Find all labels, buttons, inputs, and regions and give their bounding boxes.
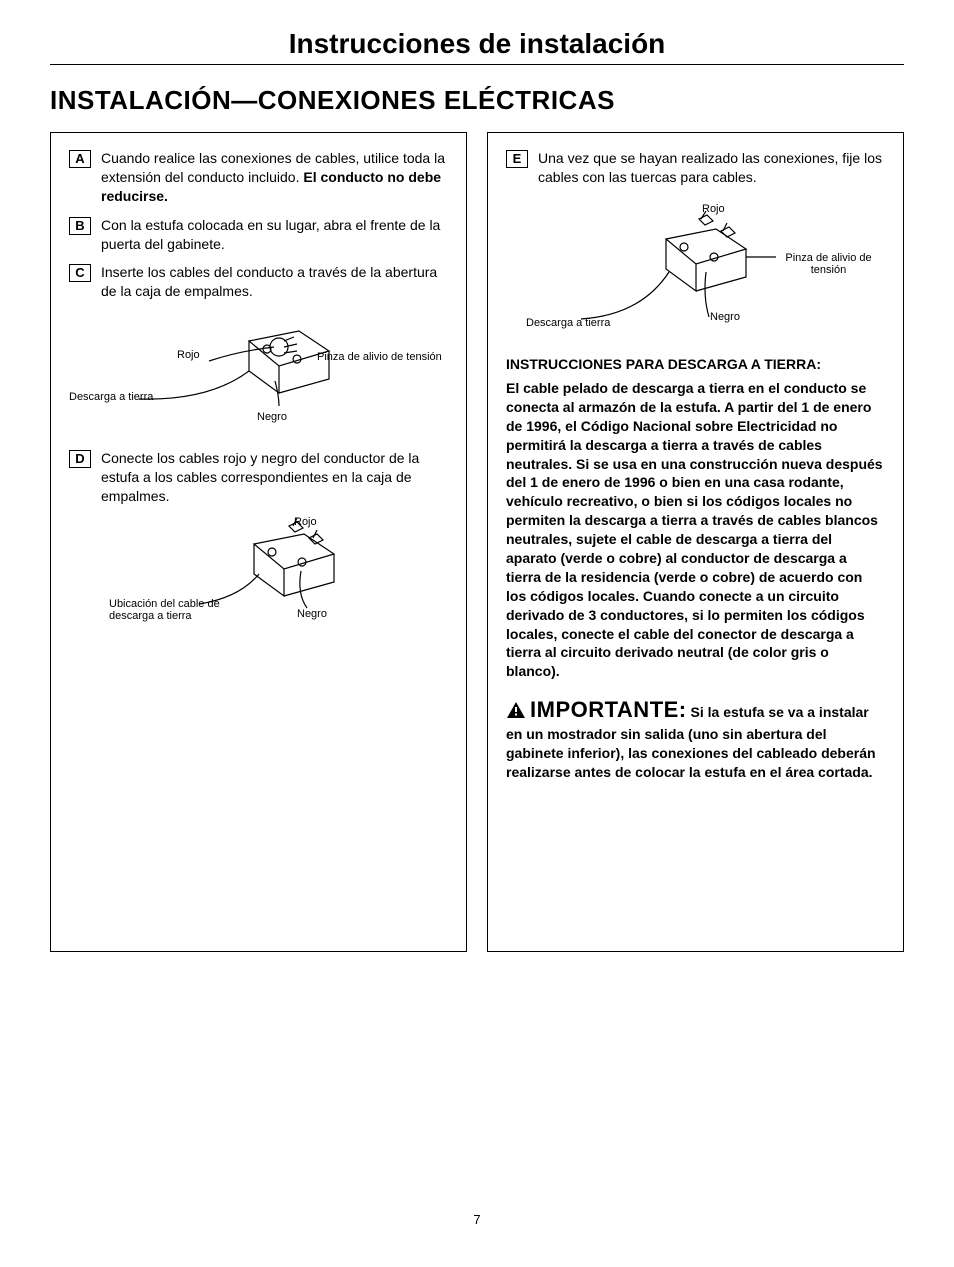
d2-label-negro: Negro bbox=[297, 608, 327, 620]
two-column-layout: A Cuando realice las conexiones de cable… bbox=[50, 132, 904, 952]
left-column: A Cuando realice las conexiones de cable… bbox=[50, 132, 467, 952]
important-word: IMPORTANTE: bbox=[530, 697, 687, 722]
step-letter-b: B bbox=[69, 217, 91, 235]
step-a: A Cuando realice las conexiones de cable… bbox=[69, 149, 448, 206]
step-b-text: Con la estufa colocada en su lugar, abra… bbox=[101, 216, 448, 254]
step-a-text: Cuando realice las conexiones de cables,… bbox=[101, 149, 448, 206]
step-d-text: Conecte los cables rojo y negro del cond… bbox=[101, 449, 448, 506]
step-letter-e: E bbox=[506, 150, 528, 168]
dr-label-negro: Negro bbox=[710, 311, 740, 323]
diagram-junction-box-2: Rojo Ubicación del cable de descarga a t… bbox=[69, 516, 448, 636]
d2-label-ubicacion: Ubicación del cable de descarga a tierra bbox=[109, 598, 229, 622]
grounding-heading: INSTRUCCIONES PARA DESCARGA A TIERRA: bbox=[506, 355, 885, 373]
step-letter-a: A bbox=[69, 150, 91, 168]
step-b: B Con la estufa colocada en su lugar, ab… bbox=[69, 216, 448, 254]
dr-label-pinza: Pinza de alivio de tensión bbox=[772, 252, 885, 276]
d1-label-descarga: Descarga a tierra bbox=[69, 391, 153, 403]
step-d: D Conecte los cables rojo y negro del co… bbox=[69, 449, 448, 506]
d2-label-rojo: Rojo bbox=[294, 516, 317, 528]
d1-label-rojo: Rojo bbox=[177, 349, 200, 361]
step-e: E Una vez que se hayan realizado las con… bbox=[506, 149, 885, 187]
page-header-title: Instrucciones de instalación bbox=[50, 28, 904, 60]
diagram-junction-box-right: Rojo Pinza de alivio de tensión Descarga… bbox=[506, 197, 885, 337]
dr-label-rojo: Rojo bbox=[702, 203, 725, 215]
right-column: E Una vez que se hayan realizado las con… bbox=[487, 132, 904, 952]
d1-label-pinza: Pinza de alivio de tensión bbox=[317, 351, 442, 363]
header-rule bbox=[50, 64, 904, 65]
step-letter-c: C bbox=[69, 264, 91, 282]
dr-label-descarga: Descarga a tierra bbox=[526, 317, 610, 329]
step-letter-d: D bbox=[69, 450, 91, 468]
step-c-text: Inserte los cables del conducto a través… bbox=[101, 263, 448, 301]
section-title: INSTALACIÓN—CONEXIONES ELÉCTRICAS bbox=[50, 85, 904, 116]
d1-label-negro: Negro bbox=[257, 411, 287, 423]
step-e-text: Una vez que se hayan realizado las conex… bbox=[538, 149, 885, 187]
page-number: 7 bbox=[50, 1212, 904, 1227]
step-c: C Inserte los cables del conducto a trav… bbox=[69, 263, 448, 301]
important-block: IMPORTANTE: Si la estufa se va a instala… bbox=[506, 695, 885, 781]
warning-icon bbox=[506, 701, 526, 724]
diagram-junction-box-1: Rojo Pinza de alivio de tensión Descarga… bbox=[69, 311, 448, 431]
grounding-body: El cable pelado de descarga a tierra en … bbox=[506, 379, 885, 681]
